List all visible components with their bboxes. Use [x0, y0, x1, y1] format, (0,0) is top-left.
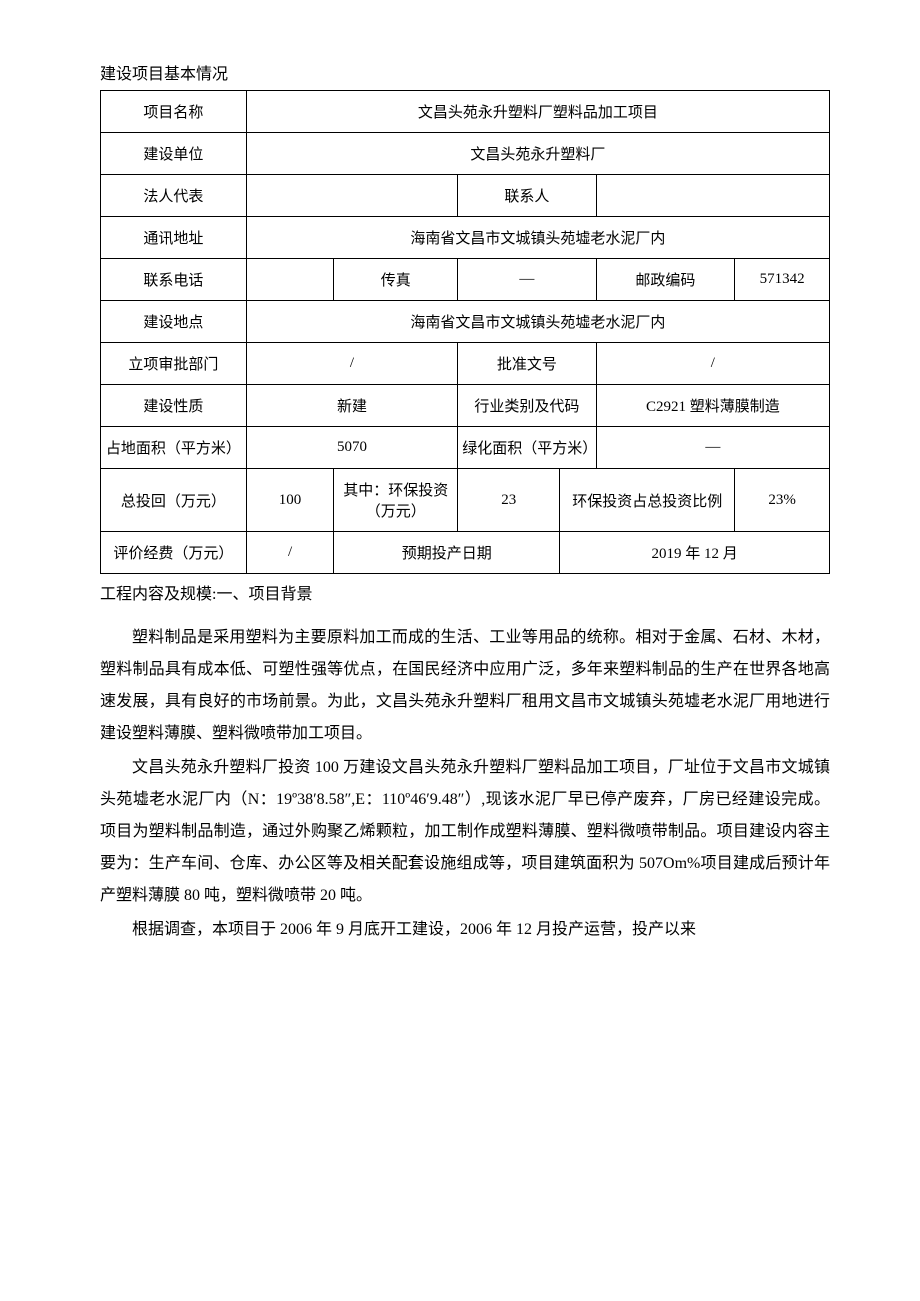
cell-label: 联系电话: [101, 259, 247, 301]
cell-label: 立项审批部门: [101, 343, 247, 385]
table-row: 建设单位 文昌头苑永升塑料厂: [101, 133, 830, 175]
table-row: 建设性质 新建 行业类别及代码 C2921 塑料薄膜制造: [101, 385, 830, 427]
cell-value: /: [246, 343, 457, 385]
cell-value: —: [458, 259, 596, 301]
cell-label: 法人代表: [101, 175, 247, 217]
cell-label: 绿化面积（平方米）: [458, 427, 596, 469]
cell-label: 联系人: [458, 175, 596, 217]
cell-value: 23%: [735, 469, 830, 532]
cell-value: 新建: [246, 385, 457, 427]
cell-value: 100: [246, 469, 333, 532]
cell-value: 文昌头苑永升塑料厂: [246, 133, 829, 175]
table-row: 总投回（万元） 100 其中：环保投资（万元） 23 环保投资占总投资比例 23…: [101, 469, 830, 532]
cell-value: /: [246, 532, 333, 574]
table-row: 建设地点 海南省文昌市文城镇头苑墟老水泥厂内: [101, 301, 830, 343]
cell-value: —: [596, 427, 829, 469]
table-row: 占地面积（平方米） 5070 绿化面积（平方米） —: [101, 427, 830, 469]
cell-label: 建设单位: [101, 133, 247, 175]
section-title: 建设项目基本情况: [100, 60, 830, 84]
subheading: 工程内容及规模:一、项目背景: [100, 580, 830, 604]
cell-label: 建设性质: [101, 385, 247, 427]
paragraph: 文昌头苑永升塑料厂投资 100 万建设文昌头苑永升塑料厂塑料品加工项目，厂址位于…: [100, 752, 830, 912]
table-row: 立项审批部门 / 批准文号 /: [101, 343, 830, 385]
cell-value: [596, 175, 829, 217]
paragraph: 根据调查，本项目于 2006 年 9 月底开工建设，2006 年 12 月投产运…: [100, 914, 830, 946]
cell-label: 评价经费（万元）: [101, 532, 247, 574]
cell-label: 项目名称: [101, 91, 247, 133]
cell-value: 文昌头苑永升塑料厂塑料品加工项目: [246, 91, 829, 133]
cell-label: 建设地点: [101, 301, 247, 343]
cell-value: 海南省文昌市文城镇头苑墟老水泥厂内: [246, 217, 829, 259]
cell-value: /: [596, 343, 829, 385]
cell-label: 环保投资占总投资比例: [560, 469, 735, 532]
cell-value: 23: [458, 469, 560, 532]
cell-label: 通讯地址: [101, 217, 247, 259]
table-row: 通讯地址 海南省文昌市文城镇头苑墟老水泥厂内: [101, 217, 830, 259]
table-row: 联系电话 传真 — 邮政编码 571342: [101, 259, 830, 301]
cell-value: [246, 259, 333, 301]
cell-value: 2019 年 12 月: [560, 532, 830, 574]
table-row: 项目名称 文昌头苑永升塑料厂塑料品加工项目: [101, 91, 830, 133]
paragraph: 塑料制品是采用塑料为主要原料加工而成的生活、工业等用品的统称。相对于金属、石材、…: [100, 622, 830, 750]
table-row: 评价经费（万元） / 预期投产日期 2019 年 12 月: [101, 532, 830, 574]
cell-value: [246, 175, 457, 217]
cell-value: 5070: [246, 427, 457, 469]
cell-label: 占地面积（平方米）: [101, 427, 247, 469]
table-row: 法人代表 联系人: [101, 175, 830, 217]
cell-label: 批准文号: [458, 343, 596, 385]
cell-label: 预期投产日期: [334, 532, 560, 574]
project-info-table: 项目名称 文昌头苑永升塑料厂塑料品加工项目 建设单位 文昌头苑永升塑料厂 法人代…: [100, 90, 830, 574]
cell-label: 传真: [334, 259, 458, 301]
cell-label: 其中：环保投资（万元）: [334, 469, 458, 532]
cell-value: 海南省文昌市文城镇头苑墟老水泥厂内: [246, 301, 829, 343]
cell-label: 邮政编码: [596, 259, 735, 301]
cell-label: 总投回（万元）: [101, 469, 247, 532]
cell-label: 行业类别及代码: [458, 385, 596, 427]
cell-value: 571342: [735, 259, 830, 301]
cell-value: C2921 塑料薄膜制造: [596, 385, 829, 427]
